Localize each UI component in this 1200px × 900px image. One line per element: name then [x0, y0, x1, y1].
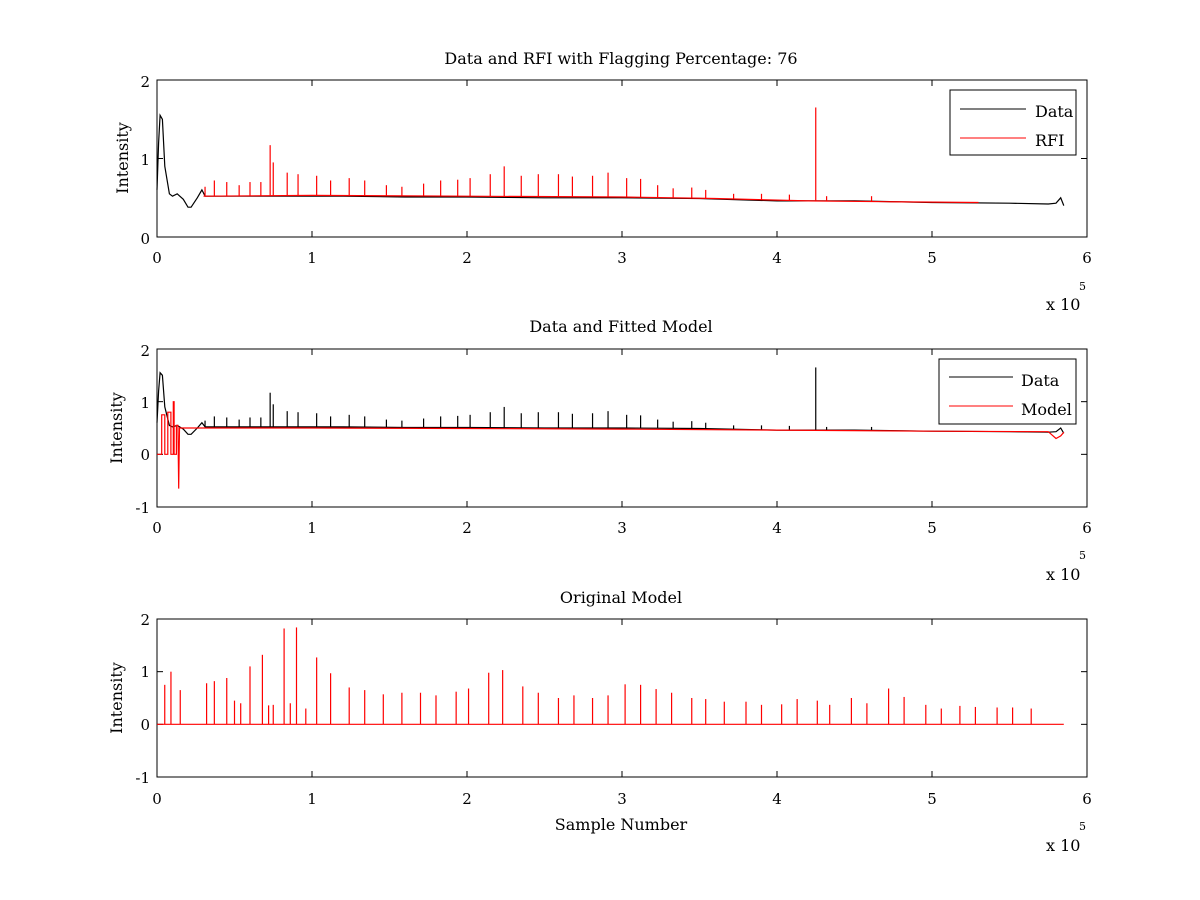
legend: Data RFI: [949, 89, 1077, 156]
legend-label-rfi: RFI: [1035, 131, 1064, 150]
x-tick-label: 2: [462, 790, 472, 808]
x-tick-label: 0: [152, 249, 162, 267]
x-tick-labels: 0 1 2 3 4 5 6: [152, 249, 1092, 267]
panel-title: Data and RFI with Flagging Percentage: 7…: [444, 49, 797, 68]
x-tick-labels: 0 1 2 3 4 5 6: [152, 519, 1092, 537]
x-tick-label: 1: [307, 519, 317, 537]
y-tick-label: 1: [140, 151, 150, 169]
panel-data-model: Data and Fitted Model Intensity -1 0 1 2…: [107, 317, 1092, 584]
x-multiplier-exponent: 5: [1079, 280, 1086, 293]
y-tick-label: -1: [135, 769, 150, 787]
y-tick-label: 0: [140, 230, 150, 248]
y-axis-label: Intensity: [107, 662, 126, 734]
x-tick-label: 2: [462, 249, 472, 267]
plot-area: [156, 618, 1088, 778]
legend-label-data: Data: [1035, 102, 1074, 121]
x-multiplier: x 10: [1046, 295, 1080, 314]
plot-area: [156, 348, 1088, 508]
x-multiplier-exponent: 5: [1079, 549, 1086, 562]
series-model-line: [157, 401, 1065, 489]
x-tick-label: 5: [927, 519, 937, 537]
x-multiplier: x 10: [1046, 565, 1080, 584]
y-tick-label: 2: [140, 611, 150, 629]
y-tick-label: 2: [140, 73, 150, 91]
x-tick-label: 4: [772, 249, 782, 267]
legend-label-model: Model: [1021, 400, 1072, 419]
x-tick-label: 6: [1082, 249, 1092, 267]
x-tick-label: 5: [927, 790, 937, 808]
x-tick-label: 4: [772, 519, 782, 537]
x-tick-label: 6: [1082, 519, 1092, 537]
x-tick-label: 3: [617, 249, 627, 267]
x-multiplier-exponent: 5: [1079, 820, 1086, 833]
x-tick-label: 3: [617, 519, 627, 537]
y-axis-label: Intensity: [107, 392, 126, 464]
y-tick-label: -1: [135, 499, 150, 517]
x-tick-label: 1: [307, 790, 317, 808]
y-tick-label: 1: [140, 394, 150, 412]
x-tick-label: 6: [1082, 790, 1092, 808]
legend-box: [949, 89, 1077, 156]
x-tick-label: 1: [307, 249, 317, 267]
x-tick-labels: 0 1 2 3 4 5 6: [152, 790, 1092, 808]
x-tick-label: 0: [152, 519, 162, 537]
panel-title: Data and Fitted Model: [529, 317, 712, 336]
x-tick-label: 5: [927, 249, 937, 267]
x-multiplier: x 10: [1046, 836, 1080, 855]
panel-title: Original Model: [560, 588, 682, 607]
y-axis-label: Intensity: [113, 122, 132, 194]
x-tick-label: 2: [462, 519, 472, 537]
x-axis-label: Sample Number: [555, 815, 688, 834]
plot-area: [156, 79, 1088, 238]
y-tick-labels: -1 0 1 2: [135, 342, 150, 517]
legend-label-data: Data: [1021, 371, 1060, 390]
y-tick-label: 0: [140, 446, 150, 464]
series-rfi-baseline: [203, 194, 979, 204]
y-tick-labels: -1 0 1 2: [135, 611, 150, 787]
legend: Data Model: [938, 358, 1077, 425]
y-tick-label: 0: [140, 716, 150, 734]
panel-original-model: Original Model Intensity -1 0 1 2 0 1 2 …: [107, 588, 1092, 855]
x-tick-label: 3: [617, 790, 627, 808]
legend-box: [938, 358, 1077, 425]
y-tick-label: 1: [140, 663, 150, 681]
panel-data-rfi: Data and RFI with Flagging Percentage: 7…: [113, 49, 1092, 314]
x-tick-label: 0: [152, 790, 162, 808]
y-tick-label: 2: [140, 342, 150, 360]
x-tick-label: 4: [772, 790, 782, 808]
y-tick-labels: 0 1 2: [140, 73, 150, 248]
